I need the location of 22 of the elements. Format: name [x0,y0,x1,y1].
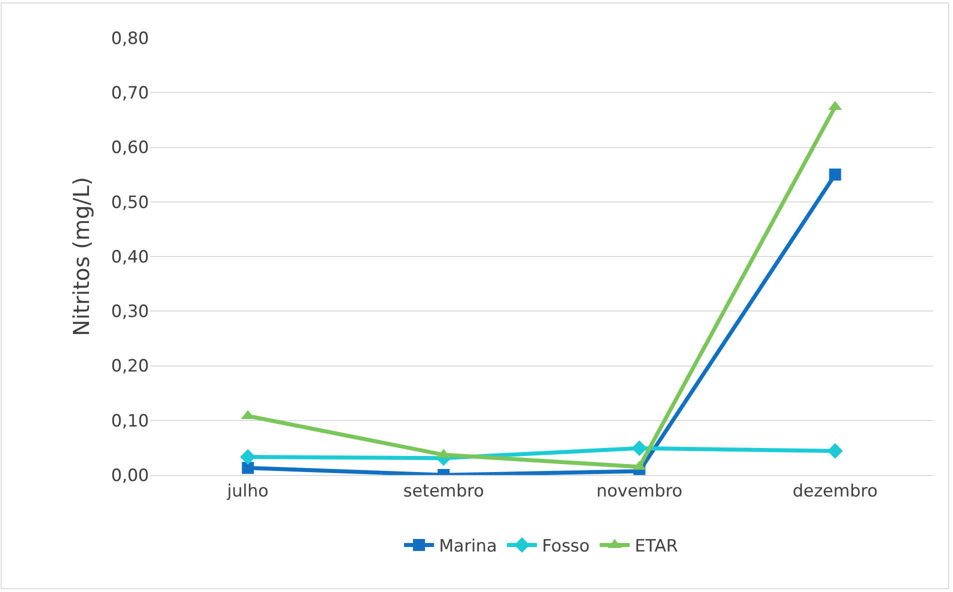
legend-label: Fosso [542,536,590,557]
y-tick-label: 0,30 [111,302,149,322]
x-tick-label: novembro [596,481,682,502]
y-axis-title: Nitritos (mg/L) [70,176,95,336]
y-tick-label: 0,20 [111,356,149,377]
point [240,449,256,465]
point [632,440,648,456]
x-tick-label: dezembro [792,481,878,502]
y-tick-label: 0,40 [111,247,149,268]
x-tick-label: setembro [403,481,484,502]
y-tick-label: 0,60 [111,138,149,158]
legend-label: Marina [439,536,497,557]
point [242,462,254,474]
legend-label: ETAR [634,536,678,557]
y-tick-label: 0,00 [111,466,149,486]
y-tick-label: 0,50 [111,192,149,213]
point [827,443,843,459]
point [829,168,842,181]
y-tick-label: 0,70 [111,84,149,104]
x-tick-label: julho [226,481,269,502]
y-tick-label: 0,10 [111,411,149,432]
y-tick-label: 0,80 [111,28,149,49]
